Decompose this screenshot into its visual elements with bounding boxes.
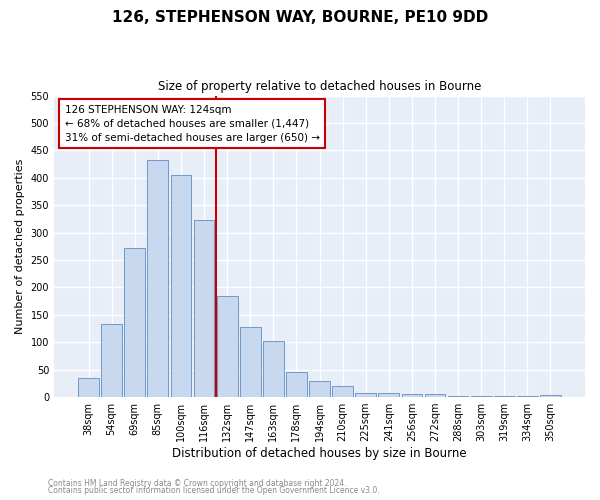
Bar: [263, 340, 284, 397]
Bar: [448, 396, 469, 397]
Bar: [494, 396, 515, 397]
Bar: [101, 324, 122, 397]
Bar: [217, 296, 238, 397]
Text: 126 STEPHENSON WAY: 124sqm
← 68% of detached houses are smaller (1,447)
31% of s: 126 STEPHENSON WAY: 124sqm ← 68% of deta…: [65, 104, 320, 142]
Bar: [540, 395, 561, 397]
Bar: [78, 378, 99, 397]
Y-axis label: Number of detached properties: Number of detached properties: [15, 158, 25, 334]
Text: Contains HM Land Registry data © Crown copyright and database right 2024.: Contains HM Land Registry data © Crown c…: [48, 478, 347, 488]
Bar: [471, 396, 491, 397]
Bar: [425, 394, 445, 397]
Bar: [286, 372, 307, 397]
Bar: [170, 174, 191, 397]
Bar: [517, 396, 538, 397]
Title: Size of property relative to detached houses in Bourne: Size of property relative to detached ho…: [158, 80, 481, 93]
Bar: [309, 380, 330, 397]
Bar: [240, 327, 260, 397]
X-axis label: Distribution of detached houses by size in Bourne: Distribution of detached houses by size …: [172, 447, 467, 460]
Bar: [124, 248, 145, 397]
Bar: [401, 394, 422, 397]
Bar: [148, 160, 168, 397]
Text: 126, STEPHENSON WAY, BOURNE, PE10 9DD: 126, STEPHENSON WAY, BOURNE, PE10 9DD: [112, 10, 488, 25]
Bar: [379, 392, 399, 397]
Bar: [332, 386, 353, 397]
Bar: [355, 392, 376, 397]
Text: Contains public sector information licensed under the Open Government Licence v3: Contains public sector information licen…: [48, 486, 380, 495]
Bar: [194, 220, 214, 397]
